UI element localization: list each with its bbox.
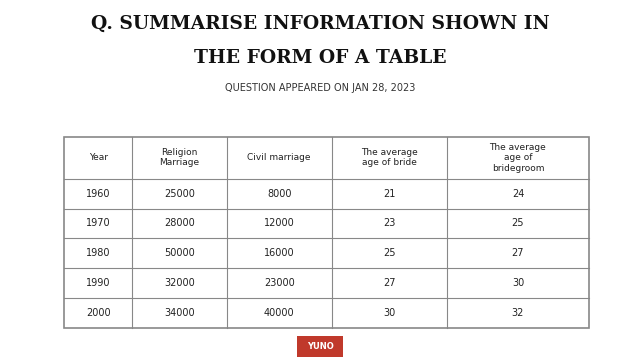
Text: 27: 27 xyxy=(512,248,524,258)
Text: 1960: 1960 xyxy=(86,189,110,199)
Text: 50000: 50000 xyxy=(164,248,195,258)
Text: 25: 25 xyxy=(383,248,396,258)
Text: 34000: 34000 xyxy=(164,308,195,318)
Text: 8000: 8000 xyxy=(267,189,291,199)
Text: The average
age of bride: The average age of bride xyxy=(361,148,418,167)
Text: 21: 21 xyxy=(383,189,396,199)
Text: Religion
Marriage: Religion Marriage xyxy=(159,148,200,167)
Text: 1970: 1970 xyxy=(86,219,111,229)
Text: 1980: 1980 xyxy=(86,248,110,258)
Text: 40000: 40000 xyxy=(264,308,294,318)
Text: 23000: 23000 xyxy=(264,278,294,288)
Text: 2000: 2000 xyxy=(86,308,111,318)
Text: 23: 23 xyxy=(383,219,396,229)
Text: The average
age of
bridegroom: The average age of bridegroom xyxy=(490,143,547,173)
Text: 25: 25 xyxy=(512,219,524,229)
Text: 27: 27 xyxy=(383,278,396,288)
Text: THE FORM OF A TABLE: THE FORM OF A TABLE xyxy=(194,49,446,67)
Text: 30: 30 xyxy=(383,308,396,318)
Text: 12000: 12000 xyxy=(264,219,294,229)
Text: YUNO: YUNO xyxy=(307,342,333,351)
Text: 32000: 32000 xyxy=(164,278,195,288)
Text: 28000: 28000 xyxy=(164,219,195,229)
Text: 24: 24 xyxy=(512,189,524,199)
Text: Q. SUMMARISE INFORMATION SHOWN IN: Q. SUMMARISE INFORMATION SHOWN IN xyxy=(91,14,549,32)
Text: 1990: 1990 xyxy=(86,278,110,288)
Text: Civil marriage: Civil marriage xyxy=(248,153,311,162)
Text: 25000: 25000 xyxy=(164,189,195,199)
Text: 16000: 16000 xyxy=(264,248,294,258)
Text: 32: 32 xyxy=(512,308,524,318)
Text: QUESTION APPEARED ON JAN 28, 2023: QUESTION APPEARED ON JAN 28, 2023 xyxy=(225,83,415,93)
Text: 30: 30 xyxy=(512,278,524,288)
Text: Year: Year xyxy=(88,153,108,162)
